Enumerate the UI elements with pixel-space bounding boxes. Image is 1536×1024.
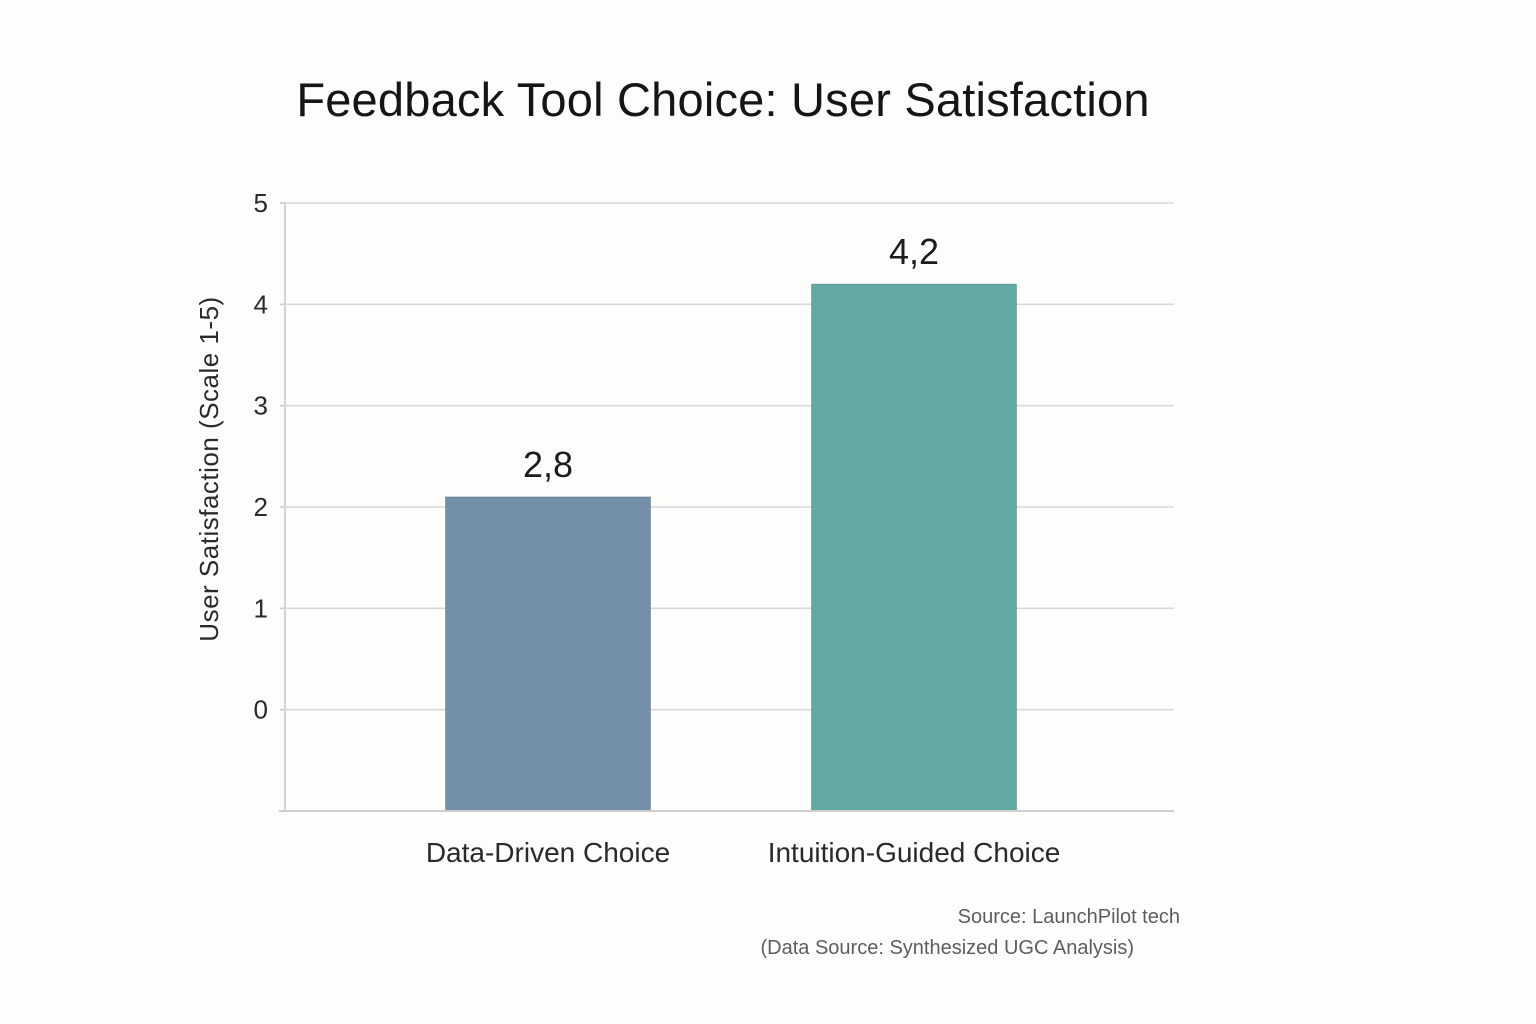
y-tick-label: 5 bbox=[254, 188, 268, 218]
grid-lines bbox=[280, 202, 1174, 711]
data-source-note: (Data Source: Synthesized UGC Analysis) bbox=[760, 937, 1135, 959]
bars bbox=[445, 283, 1017, 812]
bar bbox=[445, 496, 651, 812]
x-tick-label: Intuition-Guided Choice bbox=[768, 837, 1061, 868]
axes bbox=[279, 203, 1174, 812]
x-tick-label: Data-Driven Choice bbox=[426, 837, 670, 868]
y-tick-label: 4 bbox=[254, 289, 268, 319]
data-label: 2,8 bbox=[523, 444, 573, 485]
chart-title: Feedback Tool Choice: User Satisfaction bbox=[296, 73, 1150, 126]
y-tick-label: 0 bbox=[254, 695, 268, 725]
y-axis-title: User Satisfaction (Scale 1-5) bbox=[194, 296, 224, 641]
y-tick-label: 3 bbox=[254, 391, 268, 421]
data-label: 4,2 bbox=[889, 231, 939, 272]
bar bbox=[811, 283, 1017, 812]
y-tick-label: 2 bbox=[254, 492, 268, 522]
y-tick-label: 1 bbox=[254, 593, 268, 623]
source-note: Source: LaunchPilot tech bbox=[957, 906, 1180, 928]
labels: 0 1 2 3 4 5 2,8 Data-Driven Choice 4,2 Intuition-… bbox=[194, 188, 1060, 868]
